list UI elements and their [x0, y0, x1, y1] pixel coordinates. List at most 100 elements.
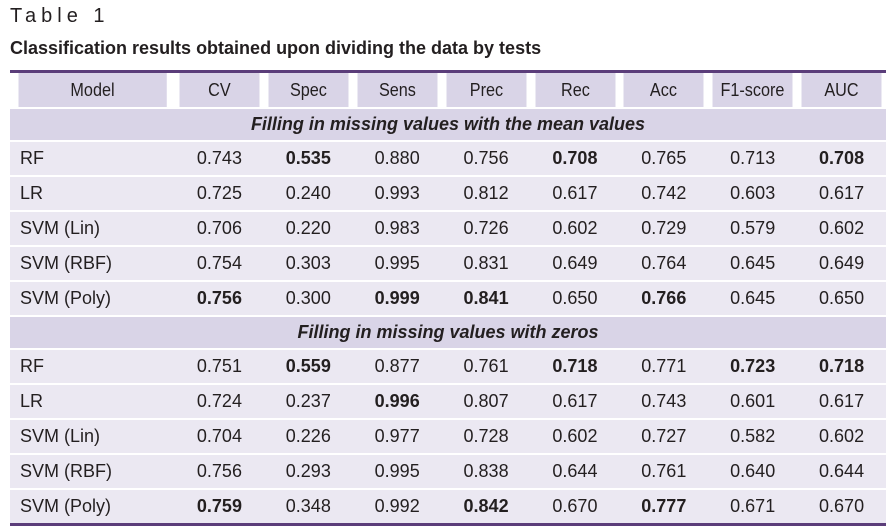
value-cell: 0.877 [352, 348, 442, 384]
table-row: LR 0.725 0.240 0.993 0.812 0.617 0.742 0.603 0.6… [10, 175, 886, 211]
value-cell: 0.995 [352, 245, 442, 281]
model-cell: LR [10, 175, 175, 211]
value-cell: 0.841 [441, 280, 531, 316]
value-cell: 0.293 [263, 453, 353, 489]
value-cell: 0.617 [797, 383, 886, 419]
value-cell: 0.751 [175, 348, 264, 384]
value-cell: 0.729 [619, 210, 709, 246]
value-cell: 0.718 [530, 348, 620, 384]
value-cell: 0.602 [797, 418, 886, 454]
header-rec: Rec [534, 73, 615, 108]
table-row: LR 0.724 0.237 0.996 0.807 0.617 0.743 0.601 0.6… [10, 383, 886, 419]
value-cell: 0.765 [619, 140, 709, 176]
value-cell: 0.602 [797, 210, 886, 246]
value-cell: 0.728 [441, 418, 531, 454]
value-cell: 0.842 [441, 488, 531, 523]
value-cell: 0.993 [352, 175, 442, 211]
value-cell: 0.708 [530, 140, 620, 176]
value-cell: 0.807 [441, 383, 531, 419]
value-cell: 0.706 [175, 210, 264, 246]
header-auc: AUC [801, 73, 882, 108]
results-table: Model CV Spec Sens Prec Rec Acc F1-score… [10, 73, 886, 523]
value-cell: 0.649 [797, 245, 886, 281]
value-cell: 0.300 [263, 280, 353, 316]
model-cell: SVM (RBF) [10, 245, 175, 281]
value-cell: 0.713 [708, 140, 798, 176]
value-cell: 0.670 [797, 488, 886, 523]
value-cell: 0.756 [175, 280, 264, 316]
value-cell: 0.670 [530, 488, 620, 523]
section-title: Filling in missing values with zeros [10, 315, 886, 349]
header-spec: Spec [268, 73, 349, 108]
header-prec: Prec [446, 73, 527, 108]
value-cell: 0.995 [352, 453, 442, 489]
value-cell: 0.579 [708, 210, 798, 246]
value-cell: 0.983 [352, 210, 442, 246]
value-cell: 0.761 [619, 453, 709, 489]
value-cell: 0.650 [797, 280, 886, 316]
value-cell: 0.650 [530, 280, 620, 316]
table-body: Filling in missing values with the mean … [10, 107, 886, 523]
value-cell: 0.601 [708, 383, 798, 419]
table-row: SVM (RBF) 0.754 0.303 0.995 0.831 0.649 0.764 0… [10, 245, 886, 281]
value-cell: 0.645 [708, 245, 798, 281]
table-row: SVM (Poly) 0.756 0.300 0.999 0.841 0.650 0.766… [10, 280, 886, 316]
value-cell: 0.240 [263, 175, 353, 211]
value-cell: 0.644 [797, 453, 886, 489]
value-cell: 0.602 [530, 418, 620, 454]
value-cell: 0.649 [530, 245, 620, 281]
value-cell: 0.725 [175, 175, 264, 211]
value-cell: 0.303 [263, 245, 353, 281]
value-cell: 0.708 [797, 140, 886, 176]
value-cell: 0.727 [619, 418, 709, 454]
header-model: Model [18, 73, 167, 108]
value-cell: 0.726 [441, 210, 531, 246]
value-cell: 0.880 [352, 140, 442, 176]
value-cell: 0.831 [441, 245, 531, 281]
value-cell: 0.764 [619, 245, 709, 281]
section-row: Filling in missing values with zeros [10, 315, 886, 349]
value-cell: 0.724 [175, 383, 264, 419]
value-cell: 0.766 [619, 280, 709, 316]
value-cell: 0.718 [797, 348, 886, 384]
model-cell: RF [10, 348, 175, 384]
model-cell: SVM (Lin) [10, 210, 175, 246]
value-cell: 0.754 [175, 245, 264, 281]
value-cell: 0.756 [441, 140, 531, 176]
value-cell: 0.645 [708, 280, 798, 316]
header-f1-score: F1-score [712, 73, 793, 108]
value-cell: 0.671 [708, 488, 798, 523]
header-acc: Acc [623, 73, 704, 108]
value-cell: 0.743 [175, 140, 264, 176]
table-row: SVM (Poly) 0.759 0.348 0.992 0.842 0.670 0.777… [10, 488, 886, 523]
table-caption: Classification results obtained upon div… [10, 38, 542, 58]
value-cell: 0.742 [619, 175, 709, 211]
table-row: RF 0.751 0.559 0.877 0.761 0.718 0.771 0.723 0.7… [10, 348, 886, 384]
value-cell: 0.226 [263, 418, 353, 454]
model-cell: SVM (Lin) [10, 418, 175, 454]
value-cell: 0.535 [263, 140, 353, 176]
section-title: Filling in missing values with the mean … [10, 107, 886, 141]
value-cell: 0.812 [441, 175, 531, 211]
table-row: SVM (Lin) 0.706 0.220 0.983 0.726 0.602 0.729 0… [10, 210, 886, 246]
value-cell: 0.237 [263, 383, 353, 419]
model-cell: LR [10, 383, 175, 419]
value-cell: 0.761 [441, 348, 531, 384]
value-cell: 0.723 [708, 348, 798, 384]
value-cell: 0.996 [352, 383, 442, 419]
value-cell: 0.999 [352, 280, 442, 316]
value-cell: 0.559 [263, 348, 353, 384]
value-cell: 0.771 [619, 348, 709, 384]
header-sens: Sens [357, 73, 438, 108]
value-cell: 0.617 [530, 175, 620, 211]
value-cell: 0.582 [708, 418, 798, 454]
table-row: SVM (RBF) 0.756 0.293 0.995 0.838 0.644 0.761 0… [10, 453, 886, 489]
model-cell: SVM (RBF) [10, 453, 175, 489]
model-cell: SVM (Poly) [10, 488, 175, 523]
value-cell: 0.759 [175, 488, 264, 523]
value-cell: 0.838 [441, 453, 531, 489]
results-table-container: Model CV Spec Sens Prec Rec Acc F1-score… [10, 70, 886, 526]
value-cell: 0.617 [797, 175, 886, 211]
table-row: RF 0.743 0.535 0.880 0.756 0.708 0.765 0.713 0.7… [10, 140, 886, 176]
value-cell: 0.704 [175, 418, 264, 454]
